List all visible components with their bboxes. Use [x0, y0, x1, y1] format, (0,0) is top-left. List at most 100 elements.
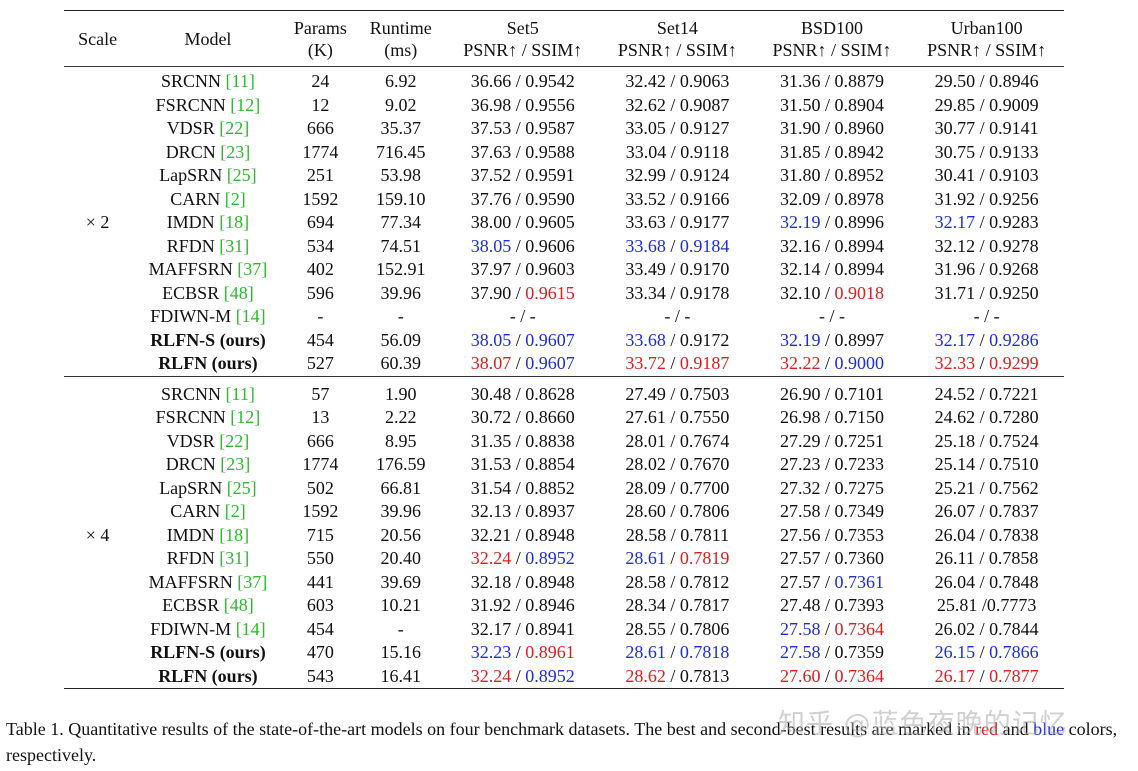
psnr-value: 31.92	[470, 595, 512, 615]
ssim-value: 0.7817	[679, 595, 730, 615]
metric-cell: - / -	[909, 305, 1064, 329]
psnr-value: 31.80	[780, 165, 821, 185]
metric-separator: /	[670, 306, 685, 326]
citation-link[interactable]: [37]	[237, 571, 268, 592]
ssim-value: 0.9187	[679, 353, 730, 373]
ssim-value: 0.8941	[525, 618, 575, 639]
header-params: Params (K)	[285, 11, 356, 67]
metric-separator: /	[820, 165, 835, 185]
metric-separator: /	[511, 235, 526, 256]
ssim-value: 0.7562	[989, 477, 1039, 498]
citation-link[interactable]: [37]	[237, 259, 268, 279]
psnr-value: 27.57	[780, 571, 821, 592]
psnr-value: 27.48	[780, 595, 821, 615]
metric-cell: 32.24 / 0.8952	[445, 665, 600, 689]
psnr-value: 26.17	[934, 665, 976, 686]
citation-link[interactable]: [18]	[219, 212, 250, 232]
metric-separator: /	[975, 618, 990, 639]
model-cell: LapSRN [25]	[131, 477, 285, 501]
ssim-value: 0.8879	[834, 71, 885, 91]
metric-cell: 31.35 / 0.8838	[445, 430, 600, 454]
citation-link[interactable]: [12]	[230, 407, 261, 427]
metric-separator: /	[665, 430, 680, 451]
psnr-value: 31.35	[470, 430, 512, 451]
ssim-value: 0.7524	[989, 430, 1039, 451]
psnr-value: 33.04	[625, 141, 667, 162]
citation-link[interactable]: [48]	[223, 595, 254, 615]
table-row: VDSR [22] 666 8.95 31.35 / 0.8838 28.01 / 0.…	[64, 430, 1064, 454]
metric-separator: /	[511, 165, 526, 185]
psnr-value: 33.34	[625, 282, 666, 303]
ssim-value: 0.9590	[525, 188, 575, 209]
metric-separator: /	[820, 642, 835, 662]
psnr-value: -	[973, 306, 980, 326]
model-cell: FDIWN-M [14]	[131, 618, 285, 642]
metric-separator: /	[979, 306, 994, 326]
ssim-value: 0.8948	[525, 571, 575, 592]
ssim-value: 0.7700	[679, 477, 730, 498]
citation-link[interactable]: [23]	[220, 141, 251, 162]
citation-link[interactable]: [31]	[219, 548, 250, 568]
psnr-value: 26.98	[780, 407, 821, 427]
metric-cell: 32.14 / 0.8994	[755, 258, 910, 282]
runtime-cell: -	[397, 618, 404, 639]
citation-link[interactable]: [14]	[235, 618, 266, 639]
params-cell: 13	[311, 407, 330, 427]
citation-link[interactable]: [2]	[224, 188, 246, 209]
psnr-value: 27.58	[780, 501, 821, 521]
model-name: CARN	[170, 501, 221, 521]
metric-separator: /	[820, 665, 835, 686]
psnr-value: 38.07	[470, 353, 512, 373]
ssim-value: 0.8660	[525, 407, 575, 427]
metric-cell: 31.85 / 0.8942	[755, 141, 910, 165]
psnr-value: 27.29	[780, 430, 821, 451]
ssim-value: 0.7819	[679, 548, 730, 568]
header-runtime-unit: (ms)	[384, 39, 418, 60]
citation-link[interactable]: [2]	[224, 501, 246, 521]
metric-cell: 27.29 / 0.7251	[755, 430, 910, 454]
psnr-value: 36.98	[470, 94, 512, 115]
citation-link[interactable]: [22]	[219, 430, 250, 451]
citation-link[interactable]: [22]	[219, 118, 250, 138]
ssim-value: 0.9603	[525, 259, 575, 279]
psnr-value: 24.62	[934, 407, 976, 427]
psnr-value: 27.60	[780, 665, 821, 686]
table-row: × 4 SRCNN [11] 57 1.90 30.48 / 0.8628 27.49 /…	[64, 375, 1064, 689]
metric-separator: /	[975, 353, 990, 373]
table-row: CARN [2] 1592 159.10 37.76 / 0.9590 33.52 / …	[64, 188, 1064, 212]
metric-separator: /	[511, 383, 526, 404]
citation-link[interactable]: [25]	[226, 165, 257, 185]
params-cell: 251	[306, 165, 334, 185]
metric-cell: 32.22 / 0.9000	[755, 352, 910, 376]
ssim-value: 0.8952	[525, 665, 575, 686]
psnr-value: 27.61	[625, 407, 666, 427]
ssim-value: 0.7503	[679, 383, 730, 404]
citation-link[interactable]: [31]	[219, 235, 250, 256]
psnr-value: 32.42	[625, 71, 666, 91]
metric-cell: 33.52 / 0.9166	[600, 188, 755, 212]
metric-separator: /	[511, 141, 526, 162]
citation-link[interactable]: [12]	[230, 94, 261, 115]
psnr-value: 28.62	[625, 665, 666, 686]
metric-separator: /	[820, 548, 835, 568]
citation-link[interactable]: [25]	[226, 477, 257, 498]
psnr-value: 32.17	[934, 329, 976, 350]
psnr-value: 28.61	[625, 548, 666, 568]
citation-link[interactable]: [14]	[235, 306, 266, 326]
metric-cell: 33.63 / 0.9177	[600, 211, 755, 235]
model-name: CARN	[170, 188, 221, 209]
citation-link[interactable]: [48]	[223, 282, 254, 303]
citation-link[interactable]: [18]	[219, 524, 250, 545]
metric-separator: /	[975, 118, 990, 138]
psnr-value: 24.52	[934, 383, 976, 404]
params-cell: 402	[306, 259, 334, 279]
psnr-value: 32.23	[470, 642, 512, 662]
params-cell: 57	[284, 375, 356, 406]
metric-cell: 31.92 / 0.9256	[909, 188, 1064, 212]
runtime-cell: 20.56	[380, 524, 421, 545]
model-name: FSRCNN	[155, 94, 226, 115]
citation-link[interactable]: [23]	[220, 454, 251, 474]
citation-link[interactable]: [11]	[225, 71, 255, 91]
psnr-value: 33.52	[625, 188, 666, 209]
citation-link[interactable]: [11]	[225, 383, 255, 404]
